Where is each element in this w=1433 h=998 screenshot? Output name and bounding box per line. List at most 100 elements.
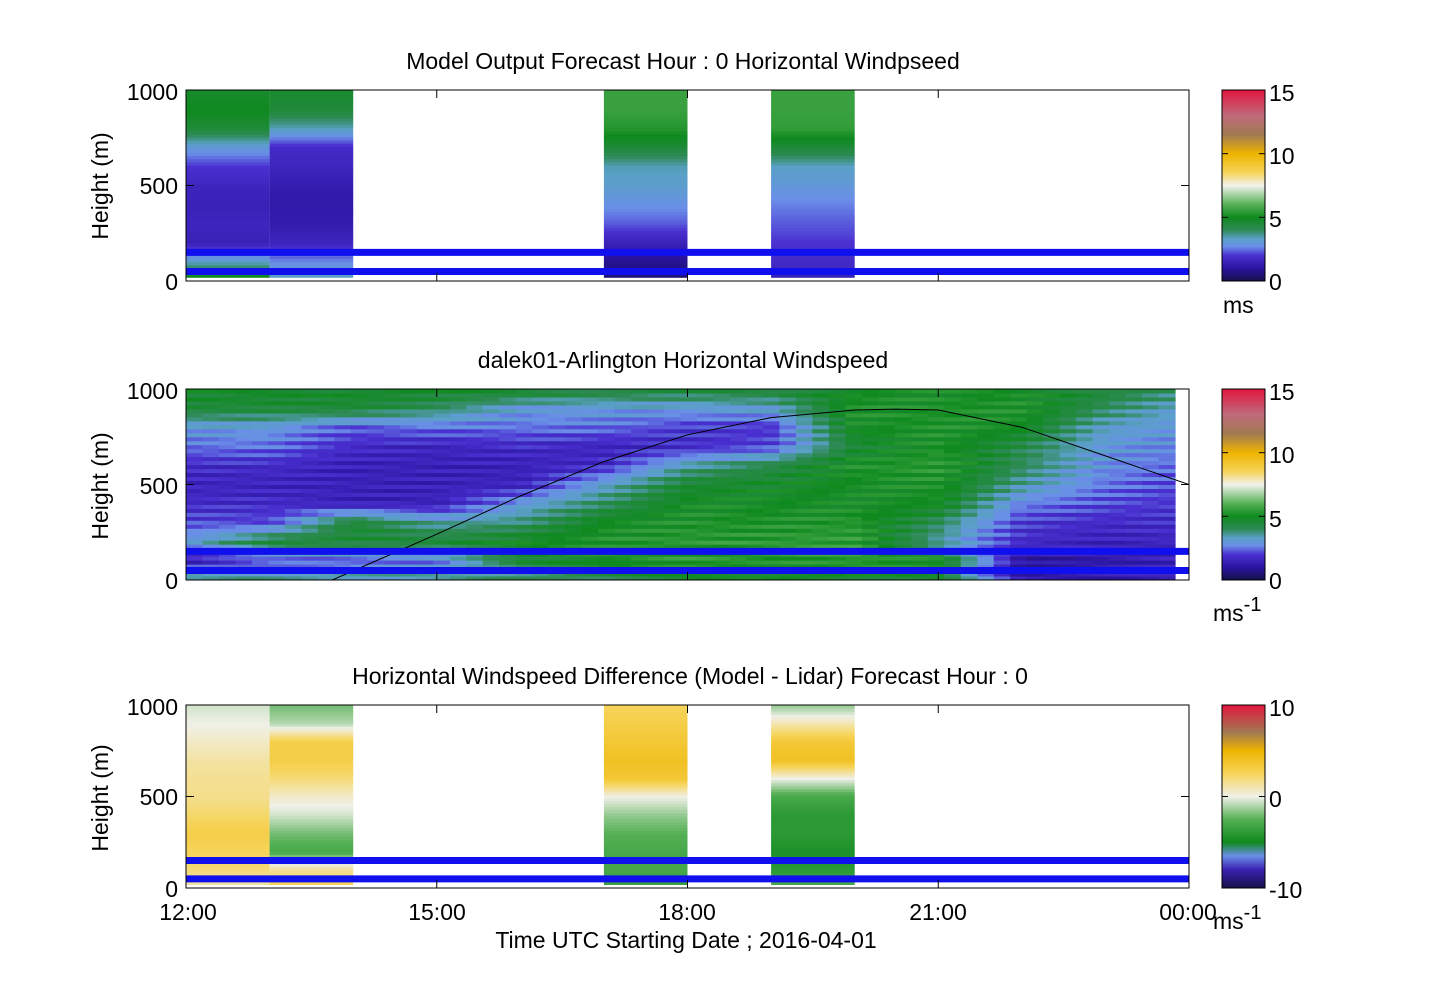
- heatmap-cell: [186, 767, 270, 772]
- heatmap-cell: [603, 255, 688, 259]
- heatmap-cell: [416, 432, 434, 438]
- heatmap-cell: [944, 472, 962, 478]
- heatmap-cell: [680, 412, 698, 418]
- heatmap-cell: [1142, 397, 1160, 402]
- heatmap-cell: [499, 448, 517, 454]
- heatmap-cell: [1059, 528, 1077, 533]
- heatmap-cell: [771, 776, 855, 781]
- heatmap-cell: [269, 174, 354, 178]
- heatmap-cell: [603, 118, 688, 122]
- heatmap-cell: [795, 416, 813, 422]
- heatmap-cell: [1092, 560, 1110, 565]
- heatmap-cell: [812, 536, 830, 541]
- heatmap-cell: [771, 146, 855, 150]
- heatmap-cell: [1109, 456, 1127, 462]
- heatmap-cell: [614, 428, 632, 434]
- heatmap-cell: [1059, 532, 1077, 537]
- heatmap-cell: [269, 717, 354, 721]
- heatmap-cell: [1109, 452, 1127, 458]
- heatmap-cell: [334, 444, 352, 450]
- heatmap-cell: [1109, 468, 1127, 474]
- heatmap-cell: [269, 824, 354, 829]
- heatmap-cell: [334, 480, 352, 485]
- heatmap-cell: [317, 532, 335, 537]
- heatmap-cell: [1010, 448, 1028, 454]
- heatmap-cell: [993, 536, 1011, 541]
- heatmap-cell: [565, 420, 583, 426]
- heatmap-cell: [927, 480, 945, 485]
- heatmap-cell: [779, 476, 797, 481]
- heatmap-cell: [845, 536, 863, 541]
- heatmap-cell: [400, 476, 418, 481]
- heatmap-cell: [334, 564, 352, 569]
- heatmap-cell: [1158, 564, 1176, 569]
- heatmap-cell: [664, 397, 682, 402]
- heatmap-cell: [845, 397, 863, 402]
- heatmap-cell: [664, 420, 682, 426]
- heatmap-cell: [614, 436, 632, 442]
- heatmap-cell: [845, 564, 863, 569]
- heatmap-cell: [713, 408, 731, 414]
- heatmap-cell: [186, 746, 270, 751]
- heatmap-cell: [812, 500, 830, 505]
- heatmap-cell: [598, 460, 616, 466]
- heatmap-cell: [269, 803, 354, 808]
- heatmap-cell: [845, 520, 863, 525]
- heatmap-cell: [515, 536, 533, 541]
- heatmap-cell: [730, 404, 747, 410]
- heatmap-cell: [565, 444, 583, 450]
- heatmap-cell: [383, 512, 401, 517]
- heatmap-cell: [284, 400, 302, 406]
- heatmap-cell: [603, 746, 688, 751]
- heatmap-cell: [1026, 560, 1044, 565]
- heatmap-cell: [603, 836, 688, 841]
- heatmap-cell: [795, 397, 813, 402]
- heatmap-cell: [186, 725, 270, 730]
- heatmap-cell: [763, 468, 780, 474]
- heatmap-cell: [581, 420, 599, 426]
- heatmap-cell: [499, 412, 517, 418]
- heatmap-cell: [186, 99, 270, 104]
- heatmap-cell: [466, 560, 484, 565]
- heatmap-cell: [603, 146, 688, 150]
- heatmap-cell: [647, 524, 665, 529]
- heatmap-cell: [482, 456, 500, 462]
- heatmap-cell: [598, 540, 616, 545]
- heatmap-cell: [795, 508, 813, 513]
- heatmap-cell: [532, 404, 550, 410]
- heatmap-cell: [1125, 520, 1143, 525]
- heatmap-cell: [746, 412, 764, 418]
- heatmap-cell: [350, 408, 368, 414]
- heatmap-cell: [269, 255, 354, 259]
- heatmap-cell: [713, 472, 731, 478]
- heatmap-cell: [1158, 484, 1176, 489]
- heatmap-cell: [186, 105, 270, 110]
- heatmap-cell: [269, 214, 354, 219]
- heatmap-cell: [317, 440, 335, 446]
- heatmap-cell: [334, 432, 352, 438]
- heatmap-cell: [499, 528, 517, 533]
- heatmap-cell: [532, 412, 550, 418]
- heatmap-cell: [894, 389, 912, 394]
- heatmap-cell: [911, 484, 929, 489]
- heatmap-cell: [499, 500, 517, 505]
- heatmap-cell: [269, 872, 354, 876]
- heatmap-cell: [449, 516, 467, 521]
- heatmap-cell: [795, 440, 813, 446]
- heatmap-cell: [911, 452, 929, 458]
- heatmap-cell: [1076, 560, 1094, 565]
- heatmap-cell: [911, 536, 929, 541]
- heatmap-cell: [763, 504, 780, 509]
- heatmap-cell: [1076, 520, 1094, 525]
- heatmap-cell: [771, 158, 855, 163]
- heatmap-cell: [350, 572, 368, 577]
- heatmap-cell: [795, 484, 813, 489]
- heatmap-cell: [532, 492, 550, 497]
- heatmap-cell: [1043, 504, 1061, 509]
- heatmap-cell: [771, 812, 855, 817]
- heatmap-cell: [1059, 504, 1077, 509]
- heatmap-cell: [960, 452, 978, 458]
- heatmap-cell: [1142, 500, 1160, 505]
- heatmap-cell: [603, 770, 688, 775]
- y-axis-label: Height (m): [87, 744, 113, 851]
